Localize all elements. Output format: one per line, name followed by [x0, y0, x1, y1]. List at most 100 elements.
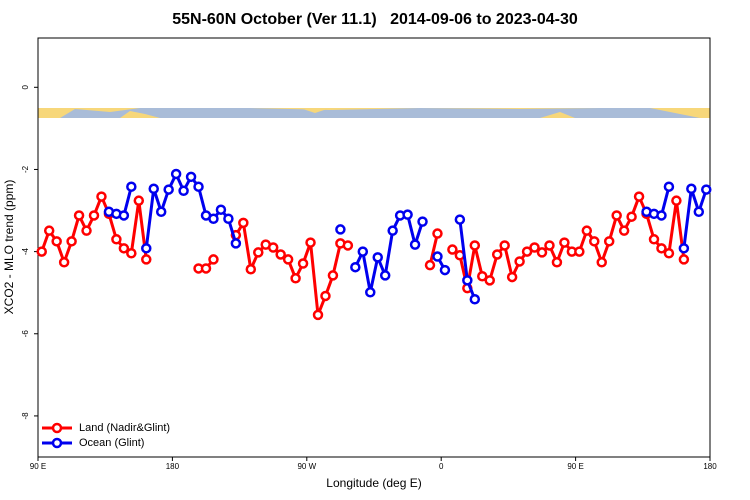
legend-marker: [51, 422, 63, 434]
data-point: [253, 247, 264, 258]
data-point: [491, 249, 503, 260]
data-point: [126, 181, 137, 192]
data-point: [417, 216, 428, 227]
data-point: [365, 287, 376, 298]
data-point: [223, 213, 234, 224]
data-point: [327, 270, 339, 281]
data-point: [81, 225, 92, 236]
chart-title: 55N-60N October (Ver 11.1) 2014-09-06 to…: [172, 11, 578, 28]
series-line: [108, 172, 708, 300]
x-tick-label: 90 E: [567, 462, 583, 471]
data-point: [469, 294, 481, 305]
data-point: [506, 271, 518, 283]
data-point: [686, 183, 697, 195]
data-point: [282, 254, 294, 265]
data-point: [178, 185, 189, 197]
data-point: [185, 171, 197, 183]
data-point: [544, 240, 555, 251]
legend-label: Ocean (Glint): [79, 437, 144, 449]
x-tick-label: 180: [703, 462, 717, 471]
data-point: [656, 243, 667, 254]
data-point: [477, 271, 488, 282]
y-tick-label: -8: [21, 412, 30, 420]
data-point: [297, 258, 309, 269]
data-point: [357, 246, 369, 257]
legend-item: Land (Nadir&Glint): [42, 422, 170, 434]
data-point: [148, 183, 159, 195]
data-point: [372, 252, 383, 263]
data-point: [469, 240, 481, 251]
y-tick-label: -6: [21, 330, 30, 338]
data-point: [215, 204, 227, 215]
data-point: [305, 237, 316, 248]
data-point: [439, 264, 451, 276]
data-point: [626, 211, 637, 222]
data-point: [701, 184, 712, 195]
data-point: [611, 210, 622, 221]
data-point: [462, 275, 473, 286]
data-point: [350, 261, 361, 273]
data-point: [335, 224, 346, 235]
data-point: [678, 243, 690, 254]
data-point: [633, 191, 645, 202]
data-point: [581, 225, 593, 236]
data-point: [432, 228, 443, 239]
data-point: [409, 239, 421, 250]
data-point: [693, 206, 705, 218]
data-point: [342, 240, 354, 251]
data-point: [402, 209, 413, 220]
data-point: [170, 168, 182, 180]
data-point: [96, 191, 107, 202]
y-axis-label: XCO2 - MLO trend (ppm): [2, 180, 16, 315]
data-point: [320, 290, 331, 302]
data-point: [499, 240, 510, 251]
data-point: [589, 236, 600, 247]
data-point: [432, 251, 443, 262]
data-point: [447, 244, 458, 255]
data-point: [596, 257, 607, 268]
x-tick-label: 90 E: [30, 462, 46, 471]
x-tick-label: 180: [166, 462, 180, 471]
data-point: [424, 259, 436, 271]
x-tick-label: 90 W: [297, 462, 316, 471]
y-tick-label: -2: [21, 165, 30, 173]
data-point: [559, 237, 570, 248]
data-point: [118, 210, 130, 221]
data-point: [484, 275, 495, 286]
y-tick-label: 0: [21, 85, 30, 90]
data-point: [88, 210, 100, 221]
data-point: [58, 257, 70, 268]
map-strip: [38, 108, 710, 118]
data-point: [454, 214, 466, 225]
data-point: [51, 236, 62, 247]
data-point: [312, 309, 324, 321]
legend-label: Land (Nadir&Glint): [79, 422, 170, 434]
data-point: [551, 257, 563, 268]
data-point: [275, 249, 286, 260]
data-point: [618, 225, 630, 236]
x-axis-label: Longitude (deg E): [326, 476, 421, 490]
data-point: [208, 213, 219, 224]
legend-marker: [51, 437, 63, 449]
data-point: [387, 225, 398, 236]
data-point: [141, 254, 152, 265]
x-tick-label: 0: [439, 462, 444, 471]
data-point: [36, 246, 47, 257]
data-point: [290, 273, 301, 284]
data-point: [141, 243, 152, 254]
data-point: [200, 263, 212, 274]
data-point: [230, 238, 242, 249]
data-point: [193, 181, 204, 192]
data-point: [521, 246, 533, 257]
y-tick-label: -4: [21, 248, 30, 256]
data-point: [208, 254, 219, 265]
data-point: [648, 234, 660, 245]
data-point: [126, 248, 137, 259]
data-point: [163, 184, 174, 195]
data-point: [118, 243, 130, 254]
data-point: [245, 264, 257, 275]
data-point: [536, 247, 548, 258]
plot-frame: [37, 37, 711, 458]
legend-item: Ocean (Glint): [42, 437, 144, 449]
